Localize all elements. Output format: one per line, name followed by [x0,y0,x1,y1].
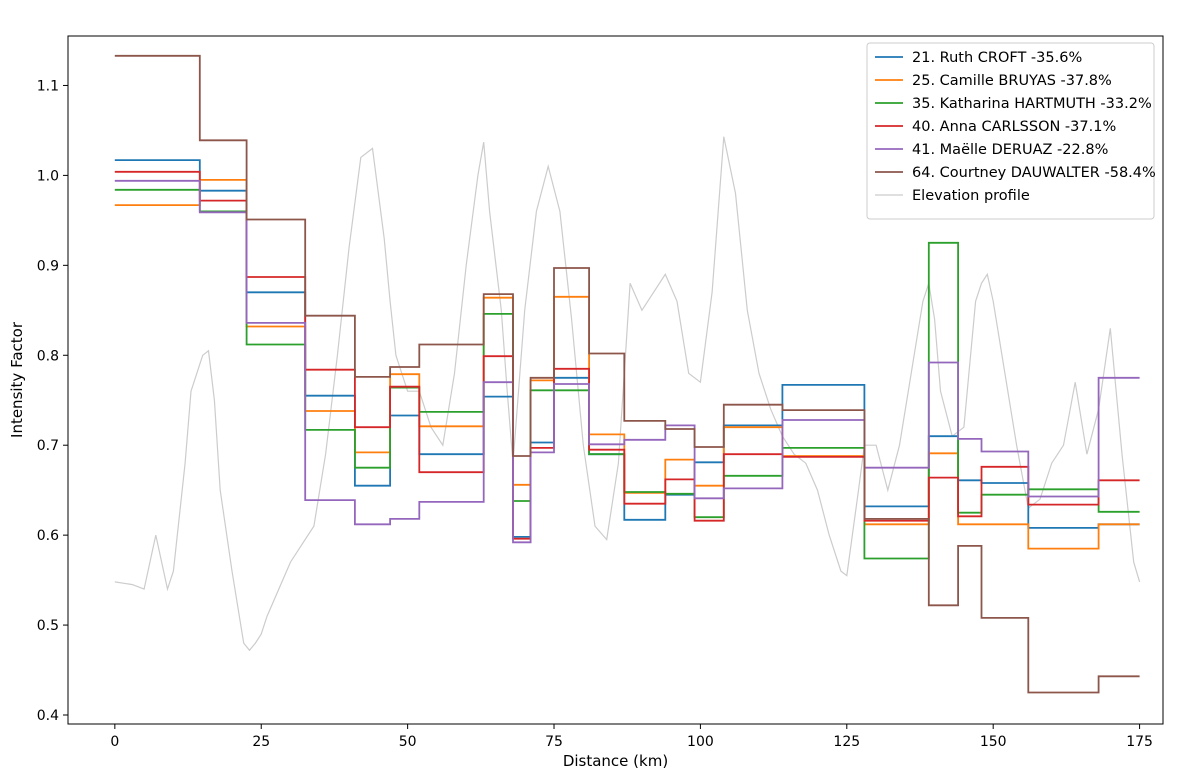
legend-label: 35. Katharina HARTMUTH -33.2% [912,96,1152,112]
legend-label: Elevation profile [912,188,1030,204]
x-tick-label: 75 [545,734,563,750]
y-tick-label: 0.4 [37,708,59,724]
x-tick-label: 125 [833,734,860,750]
x-tick-label: 100 [687,734,714,750]
y-axis: 0.4 0.5 0.6 0.7 0.8 0.9 1.0 1.1 [37,78,68,724]
x-tick-label: 25 [252,734,270,750]
plot-frame [67,35,1164,725]
legend: 21. Ruth CROFT -35.6% 25. Camille BRUYAS … [866,42,1156,220]
series-line-2 [114,178,1140,550]
y-tick-label: 0.7 [37,438,59,454]
series-line-4 [114,170,1140,540]
x-tick-label: 0 [110,734,119,750]
legend-box [866,42,1155,220]
legend-label: 64. Courtney DAUWALTER -58.4% [912,165,1156,181]
series-line-6 [114,54,1140,694]
y-axis-label: Intensity Factor [8,321,26,438]
legend-label: 40. Anna CARLSSON -37.1% [912,119,1116,135]
y-tick-label: 0.5 [37,618,59,634]
x-tick-label: 150 [980,734,1007,750]
series-line-5 [114,179,1140,544]
series-layer [114,54,1140,694]
legend-label: 41. Maëlle DERUAZ -22.8% [912,142,1108,158]
y-tick-label: 0.9 [37,258,59,274]
y-tick-label: 1.0 [37,168,59,184]
elevation-profile-line [114,136,1141,652]
x-tick-label: 50 [399,734,417,750]
x-axis: 0 25 50 75 100 125 150 175 [110,724,1153,750]
y-tick-label: 0.8 [37,348,59,364]
x-axis-label: Distance (km) [563,752,668,770]
y-tick-label: 0.6 [37,528,59,544]
legend-label: 21. Ruth CROFT -35.6% [912,50,1082,66]
x-tick-label: 175 [1126,734,1153,750]
y-tick-label: 1.1 [37,78,59,94]
legend-label: 25. Camille BRUYAS -37.8% [912,73,1112,89]
elevation-layer [114,136,1141,652]
